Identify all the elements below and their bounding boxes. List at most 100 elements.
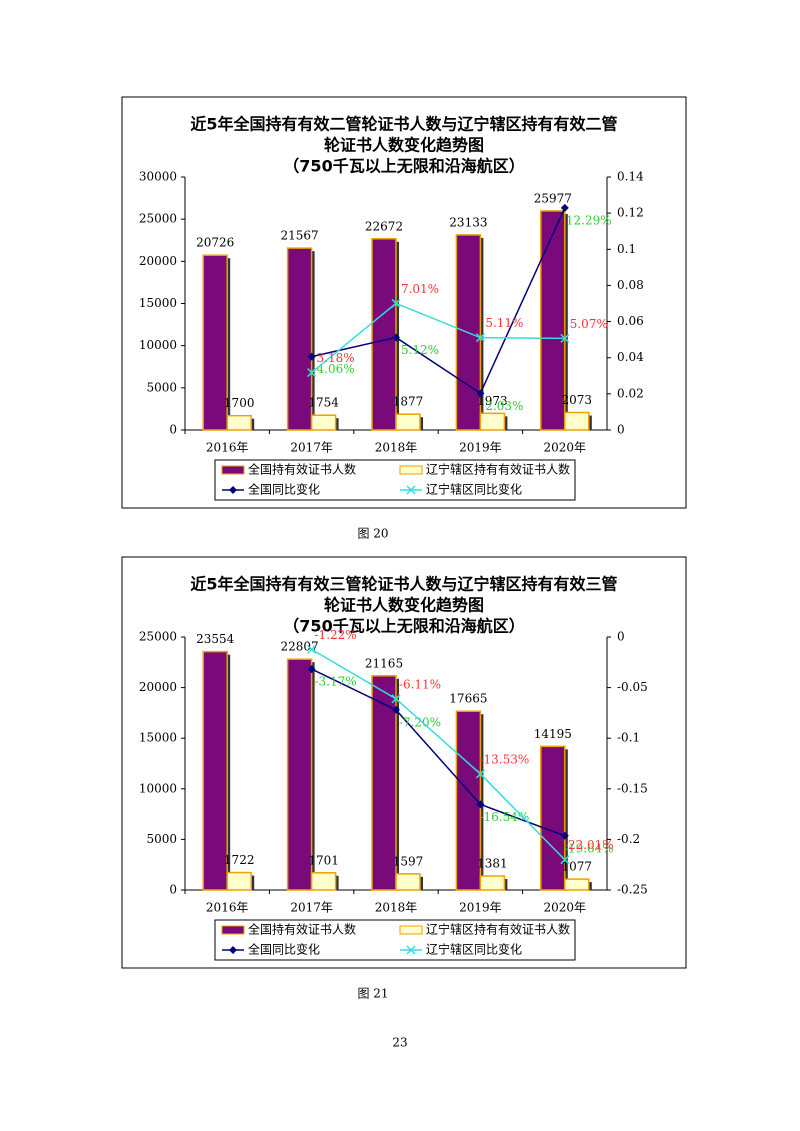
- x-tick-label: 2020年: [544, 901, 587, 915]
- y-tick-label: 25000: [139, 630, 177, 644]
- bar: [371, 238, 397, 431]
- marker: [560, 333, 570, 343]
- legend-label: 全国持有效证书人数: [248, 922, 356, 937]
- x-tick-label: 2018年: [375, 441, 418, 455]
- bar-value-label: 21567: [281, 229, 319, 243]
- line-value-label: -1.22%: [315, 628, 357, 642]
- y-tick-label: 5000: [146, 380, 177, 394]
- bar-value-label: 1722: [224, 853, 255, 867]
- legend-marker: [229, 486, 237, 494]
- line: [311, 302, 565, 374]
- chart-title: 近5年全国持有有效二管轮证书人数与辽宁辖区持有有效二管: [190, 115, 617, 134]
- marker: [392, 705, 400, 714]
- y-tick-label: 10000: [139, 781, 177, 795]
- chart-title: 轮证书人数变化趋势图: [324, 136, 484, 155]
- chart-title: （750千瓦以上无限和沿海航区）: [283, 157, 524, 176]
- y-tick-label: 25000: [139, 212, 177, 226]
- line: [311, 648, 566, 861]
- y2-tick-label: 0.14: [617, 170, 644, 184]
- chart-frame: [121, 556, 687, 969]
- marker: [475, 333, 485, 343]
- bar: [371, 675, 397, 891]
- marker: [476, 389, 485, 398]
- legend-marker: [406, 945, 416, 955]
- legend-swatch: [399, 465, 423, 475]
- bar: [564, 878, 590, 891]
- marker: [307, 352, 316, 361]
- y2-tick-label: -0.15: [617, 781, 648, 795]
- y-tick-label: 5000: [146, 832, 177, 846]
- bar: [310, 872, 337, 891]
- line-value-label: 4.06%: [317, 362, 355, 376]
- y-tick-label: 20000: [139, 680, 177, 694]
- marker: [560, 855, 570, 865]
- line-value-label: -16.54%: [479, 810, 529, 824]
- y-tick-label: 10000: [139, 338, 177, 352]
- line-value-label: -13.53%: [479, 752, 529, 766]
- bar: [286, 247, 313, 431]
- legend-box: [214, 459, 576, 501]
- y-tick-label: 15000: [139, 731, 177, 745]
- bar-value-label: 22807: [281, 640, 319, 654]
- bar-value-label: 1973: [477, 394, 508, 408]
- line: [311, 207, 566, 395]
- marker: [475, 769, 485, 779]
- line-value-label: 3.18%: [317, 351, 355, 365]
- marker: [391, 298, 401, 308]
- bar-value-label: 23133: [449, 215, 487, 229]
- line-value-label: -7.20%: [399, 715, 441, 729]
- marker: [307, 665, 316, 674]
- marker: [560, 203, 569, 212]
- bar: [286, 658, 313, 891]
- y2-tick-label: -0.25: [617, 883, 648, 897]
- bar: [395, 413, 421, 431]
- x-tick-label: 2016年: [206, 901, 249, 915]
- legend-marker: [406, 485, 416, 495]
- y2-tick-label: -0.2: [617, 832, 640, 846]
- chart-title: 近5年全国持有有效三管轮证书人数与辽宁辖区持有有效三管: [190, 575, 617, 594]
- bar: [540, 210, 566, 431]
- x-tick-label: 2019年: [459, 441, 502, 455]
- bar: [540, 745, 566, 891]
- line-value-label: -3.17%: [315, 675, 357, 689]
- bar-value-label: 1701: [308, 853, 339, 867]
- line-value-label: -6.11%: [399, 677, 441, 691]
- legend-label: 全国同比变化: [248, 942, 320, 957]
- bar-value-label: 20726: [196, 236, 234, 250]
- bar-value-label: 17665: [449, 692, 487, 706]
- y2-tick-label: 0.06: [617, 314, 644, 328]
- y-tick-label: 30000: [139, 170, 177, 184]
- legend-label: 辽宁辖区持有有效证书人数: [426, 462, 570, 477]
- caption: 图 20: [357, 527, 388, 541]
- y2-tick-label: 0.04: [617, 350, 644, 364]
- bar: [310, 414, 337, 431]
- bar: [395, 873, 421, 891]
- y-tick-label: 20000: [139, 254, 177, 268]
- x-tick-label: 2017年: [290, 441, 333, 455]
- line-value-label: 5.11%: [485, 316, 523, 330]
- chart-frame: [121, 96, 687, 509]
- marker: [476, 800, 485, 809]
- legend-swatch: [399, 925, 423, 935]
- bar-value-label: 25977: [534, 191, 572, 205]
- line-value-label: 7.01%: [401, 282, 439, 296]
- legend-label: 辽宁辖区同比变化: [426, 942, 522, 957]
- y2-tick-label: 0.12: [617, 206, 644, 220]
- legend-box: [214, 919, 576, 961]
- line-value-label: 12.29%: [566, 213, 612, 227]
- bar-value-label: 1700: [224, 396, 255, 410]
- legend-marker: [229, 946, 237, 954]
- line-value-label: 5.12%: [401, 343, 439, 357]
- y2-tick-label: -0.1: [617, 731, 640, 745]
- bar-value-label: 21165: [365, 656, 403, 670]
- page-number: 23: [392, 1036, 407, 1050]
- chart-title: 轮证书人数变化趋势图: [324, 596, 484, 615]
- bar: [226, 871, 252, 891]
- x-tick-label: 2017年: [290, 901, 333, 915]
- x-tick-label: 2019年: [459, 901, 502, 915]
- chart-title: （750千瓦以上无限和沿海航区）: [283, 617, 524, 636]
- bar-value-label: 14195: [534, 727, 572, 741]
- y-tick-label: 0: [169, 883, 177, 897]
- caption: 图 21: [357, 987, 388, 1001]
